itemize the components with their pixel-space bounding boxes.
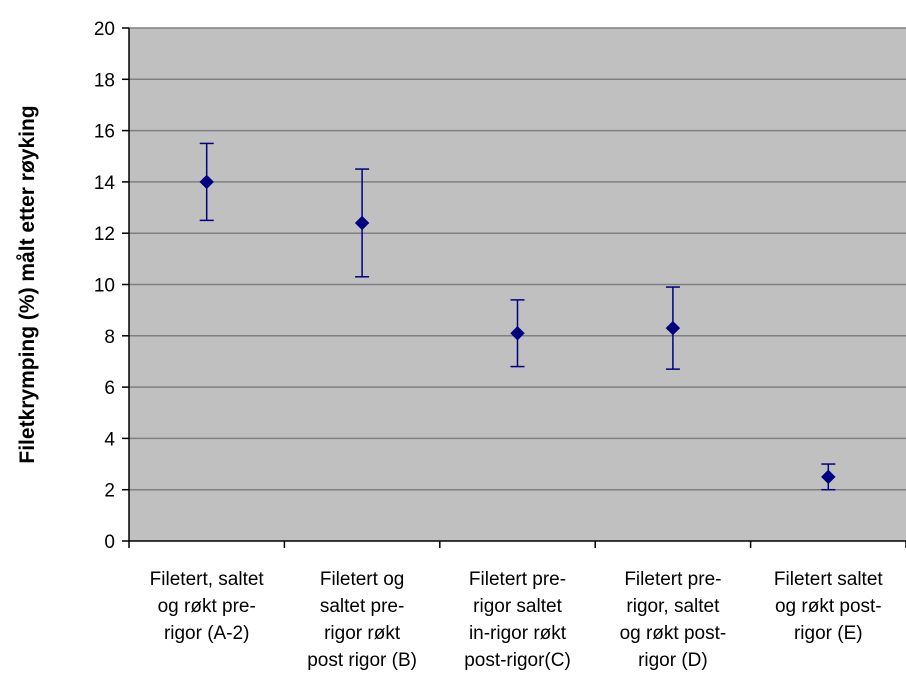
x-category-label-line: rigor, saltet (626, 596, 720, 617)
y-tick-label: 8 (104, 327, 115, 348)
x-category-label-line: Filetert, saltet (150, 569, 265, 590)
y-tick-label: 6 (104, 378, 115, 399)
x-category-label-line: Filetert og (320, 569, 404, 590)
x-category-label-line: Filetert pre- (624, 569, 721, 590)
x-category-label-line: post-rigor(C) (464, 650, 571, 671)
x-category-label-line: og røkt pre- (158, 596, 256, 617)
x-category-label: Filetert og saltet pre-rigor røkt post rig… (307, 569, 417, 671)
y-tick-label: 2 (104, 481, 115, 502)
x-category-label-line: rigor (D) (638, 650, 708, 671)
data-point (199, 174, 214, 190)
x-category-label-line: rigor (E) (794, 623, 863, 644)
y-tick-label: 10 (94, 276, 115, 297)
y-tick-label: 4 (104, 429, 115, 450)
y-tick-label: 0 (104, 532, 115, 553)
x-category-label: Filetert saltet og røkt post-rigor (E) (774, 569, 883, 644)
x-category-label-line: rigor saltet (473, 596, 562, 617)
data-point (354, 215, 370, 231)
y-tick-label: 20 (94, 19, 115, 40)
y-tick-labels: 0 2 4 6 8 10 12 14 16 18 20 (94, 19, 116, 553)
y-tick-label: 18 (94, 70, 115, 91)
x-category-label-line: Filetert saltet (774, 569, 883, 590)
y-tick-label: 16 (94, 122, 115, 143)
x-category-label-line: in-rigor røkt (469, 623, 567, 644)
x-category-label-line: post rigor (B) (307, 650, 417, 671)
x-category-label-line: og røkt post- (620, 623, 727, 644)
data-points (199, 174, 836, 485)
x-category-label-line: og røkt post- (775, 596, 882, 617)
y-tick-label: 14 (94, 173, 116, 194)
grid-lines (129, 27, 906, 491)
data-point (821, 469, 836, 485)
axes (122, 27, 906, 548)
data-point (510, 326, 525, 341)
y-tick-label: 12 (94, 224, 115, 245)
x-category-label-line: rigor (A-2) (164, 623, 250, 644)
x-category-label: Filetert pre-rigor, saltet og røkt post-r… (620, 569, 727, 671)
y-axis-title: Filetkrymping (%) målt etter røyking (16, 105, 39, 463)
x-category-label: Filetert, saltet og røkt pre-rigor (A-2) (150, 569, 265, 644)
data-point (665, 320, 681, 336)
x-category-label-line: Filetert pre- (469, 569, 566, 590)
x-category-label: Filetert pre-rigor saltet in-rigor røkt po… (464, 569, 571, 671)
x-category-label-line: saltet pre- (320, 596, 404, 617)
x-category-label-line: rigor røkt (324, 623, 401, 644)
